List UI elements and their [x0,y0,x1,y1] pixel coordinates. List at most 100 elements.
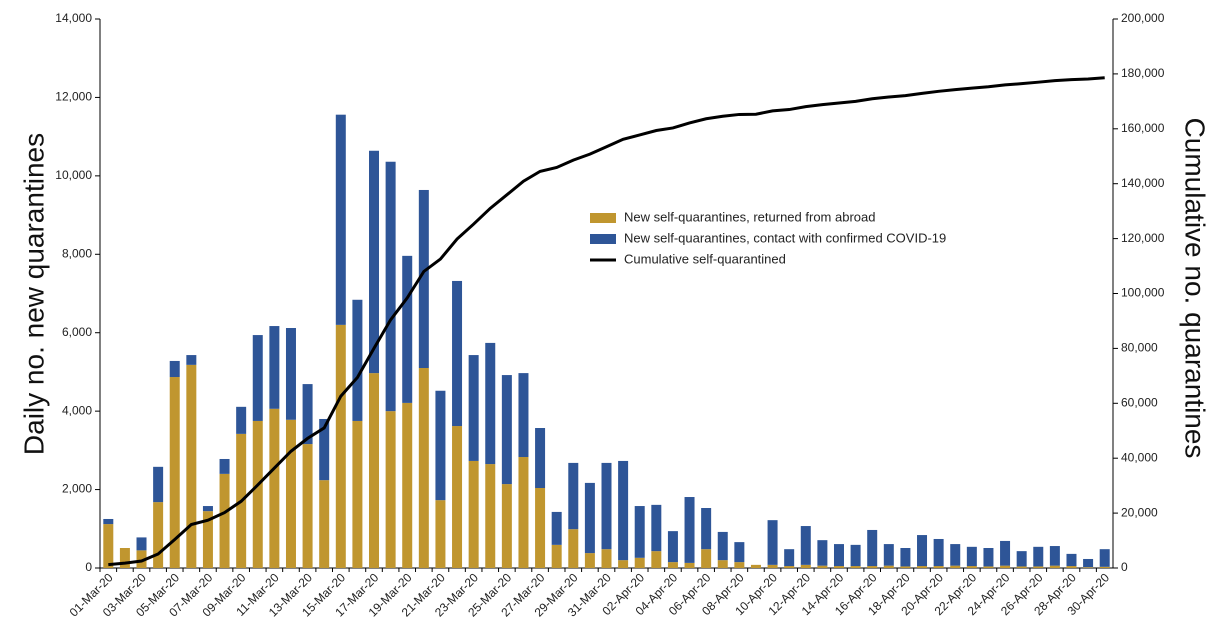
bar-segment [186,355,197,365]
bar-segment [883,565,894,568]
bar-segment [667,562,678,568]
bar-segment [103,524,114,568]
bar-segment [684,562,695,568]
y-tick-label: 2,000 [62,482,92,496]
bar-segment [202,506,213,512]
bar-segment [153,466,164,503]
bar-segment [651,504,662,552]
bar-segment [418,189,429,369]
bar-segment [717,560,728,568]
bar-segment [817,540,828,566]
bar-segment [701,549,712,568]
bar-segment [584,482,595,554]
bar-segment [518,457,529,568]
bar-segment [551,511,562,545]
bar-segment [535,488,546,568]
bar-segment [551,544,562,568]
bar-segment [1049,546,1060,566]
bar-segment [601,462,612,550]
bar-segment [518,373,529,458]
bar-segment [950,565,961,568]
bar-segment [452,426,463,568]
bar-segment [850,566,861,568]
bar-segment [186,364,197,568]
bar-segment [784,566,795,568]
y-axis-title: Daily no. new quarantines [18,133,49,455]
bar-segment [501,484,512,568]
bar-segment [452,280,463,427]
bar-segment [667,531,678,563]
bar-segment [800,564,811,568]
bar-segment [800,526,811,565]
y2-tick-label: 0 [1121,560,1128,574]
bar-segment [219,458,230,474]
bar-segment [784,549,795,567]
bar-segment [917,566,928,568]
bar-segment [319,418,330,481]
bar-segment [352,420,363,568]
bar-segment [983,566,994,568]
bar-segment [435,390,446,501]
y2-tick-label: 120,000 [1121,231,1165,245]
bar-segment [369,373,380,568]
bar-segment [385,411,396,568]
bar-segment [1033,566,1044,568]
bar-segment [817,565,828,568]
bar-segment [269,326,280,409]
bar-segment [352,299,363,421]
bar-segment [269,408,280,568]
bar-segment [468,460,479,568]
bar-segment [485,464,496,568]
bar-segment [335,114,346,325]
bar-segment [1083,558,1094,568]
bar-segment [850,544,861,567]
y2-tick-label: 180,000 [1121,66,1165,80]
bar-segment [335,324,346,568]
y2-tick-label: 80,000 [1121,341,1158,355]
bar-segment [634,506,645,558]
y2-tick-label: 40,000 [1121,450,1158,464]
y2-tick-label: 60,000 [1121,395,1158,409]
bar-segment [153,502,164,568]
bar-segment [236,406,247,434]
bar-segment [833,566,844,568]
y2-tick-label: 160,000 [1121,121,1165,135]
legend-label: New self-quarantines, returned from abro… [624,209,875,224]
legend-swatch [590,234,616,244]
bar-segment [1000,540,1011,566]
bar-segment [917,535,928,567]
y-tick-label: 8,000 [62,246,92,260]
bar-segment [950,544,961,566]
bar-segment [1066,566,1077,568]
bar-segment [900,566,911,568]
bar-segment [319,480,330,568]
bar-segment [385,161,396,412]
bar-segment [1099,549,1110,567]
bar-segment [435,500,446,568]
bar-segment [136,550,147,568]
bar-segment [717,531,728,561]
bar-segment [252,420,263,568]
bar-segment [734,562,745,568]
bar-segment [285,419,296,568]
legend-label: Cumulative self-quarantined [624,251,786,266]
bar-segment [1066,553,1077,567]
bar-segment [900,548,911,567]
bar-segment [966,546,977,567]
bar-segment [601,549,612,568]
bar-segment [1099,566,1110,568]
bar-segment [701,508,712,550]
y2-tick-label: 100,000 [1121,286,1165,300]
y-tick-label: 4,000 [62,403,92,417]
bar-segment [103,518,114,525]
bar-segment [1016,566,1027,568]
bar-segment [535,428,546,489]
bar-segment [302,384,313,445]
bar-segment [418,368,429,568]
bar-segment [568,462,579,530]
bar-segment [584,553,595,568]
y-tick-label: 12,000 [55,90,92,104]
bar-segment [1083,567,1094,568]
bar-segment [750,564,761,568]
